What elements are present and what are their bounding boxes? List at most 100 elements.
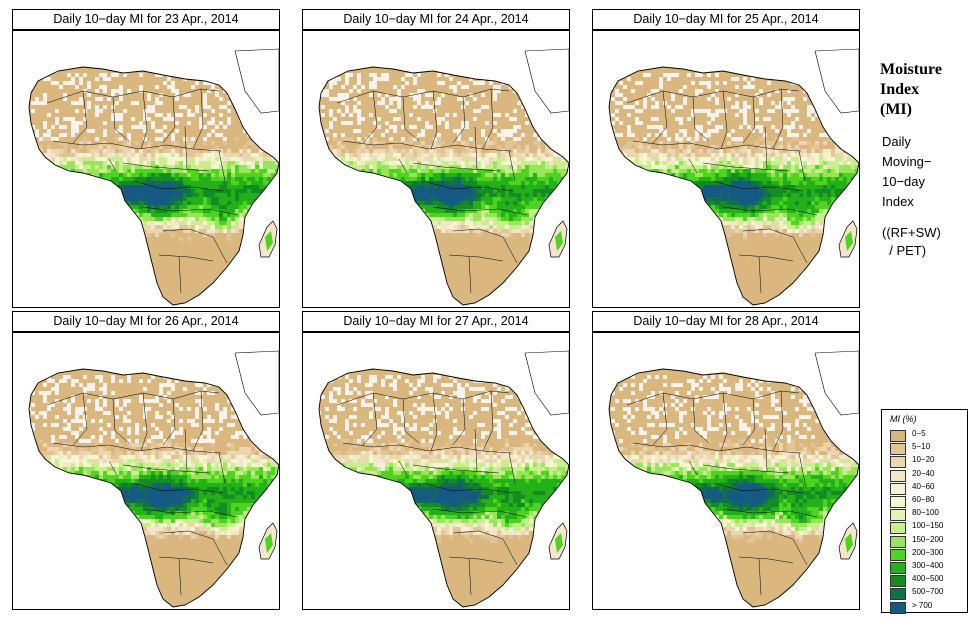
country-border: [764, 126, 768, 170]
country-border: [692, 398, 710, 444]
madagascar-wet: [555, 533, 563, 553]
country-border: [652, 392, 668, 446]
country-border: [448, 556, 504, 564]
country-border: [112, 398, 130, 444]
country-border: [772, 88, 784, 150]
map-panel: Daily 10−day MI for 25 Apr., 2014: [592, 9, 860, 308]
middle-east-outline: [814, 350, 859, 416]
country-border: [742, 398, 756, 446]
coastline: [318, 66, 569, 306]
country-border: [738, 254, 794, 262]
side-desc-line: Moving−: [882, 154, 932, 169]
country-border: [468, 256, 472, 294]
map-panel: Daily 10−day MI for 27 Apr., 2014: [302, 311, 570, 610]
legend-swatch: [890, 522, 906, 535]
madagascar-wet: [265, 231, 273, 251]
map-panel-title: Daily 10−day MI for 27 Apr., 2014: [302, 311, 570, 332]
legend-swatch: [890, 535, 906, 548]
country-border: [792, 236, 808, 264]
legend-swatch: [890, 588, 906, 601]
map-panel: Daily 10−day MI for 28 Apr., 2014: [592, 311, 860, 610]
legend-swatch: [890, 548, 906, 561]
legend-swatch: [890, 575, 906, 588]
legend-swatch: [890, 496, 906, 508]
country-border: [72, 392, 88, 446]
africa-mi-map: [302, 30, 570, 308]
legend-swatch: [890, 562, 906, 574]
legend-label: 100−150: [912, 521, 944, 531]
country-border: [632, 140, 802, 152]
country-border: [702, 464, 790, 474]
country-border: [742, 530, 794, 540]
country-border: [432, 508, 528, 518]
legend-label: 40−60: [912, 481, 935, 491]
country-border: [184, 126, 188, 170]
side-title-line: Index: [880, 81, 920, 98]
legend-swatch: [890, 430, 906, 442]
legend-swatch: [890, 469, 906, 482]
country-border: [342, 442, 512, 454]
country-border: [798, 452, 806, 484]
country-border: [474, 428, 478, 472]
country-border: [712, 482, 804, 494]
country-border: [712, 180, 804, 192]
country-border: [142, 508, 238, 518]
country-border: [758, 256, 762, 294]
country-border: [122, 464, 210, 474]
legend-swatch: [890, 509, 906, 522]
map-panel: Daily 10−day MI for 26 Apr., 2014: [12, 311, 280, 610]
country-border: [452, 228, 504, 238]
side-description: Daily Moving− 10−day Index: [882, 132, 972, 212]
country-border: [798, 150, 806, 182]
madagascar-wet: [845, 231, 853, 251]
country-border: [108, 460, 118, 476]
coastline: [28, 66, 279, 306]
country-border: [482, 88, 494, 150]
country-border: [412, 162, 500, 172]
formula-line: ((RF+SW): [882, 225, 941, 240]
middle-east-outline: [524, 48, 569, 114]
side-formula: ((RF+SW) / PET): [882, 224, 972, 260]
country-border: [764, 428, 768, 472]
country-border: [192, 88, 204, 150]
africa-mi-map: [12, 30, 280, 308]
side-desc-line: Index: [882, 194, 914, 209]
country-border: [692, 96, 710, 142]
country-border: [792, 538, 808, 566]
legend: MI (%) 0−5 5−10 10−20 20−40 40−60 60−80 80−100…: [881, 409, 968, 614]
map-panel: Daily 10−day MI for 24 Apr., 2014: [302, 9, 570, 308]
country-border: [158, 254, 214, 262]
map-panel: Daily 10−day MI for 23 Apr., 2014: [12, 9, 280, 308]
country-border: [422, 180, 514, 192]
country-border: [132, 180, 224, 192]
legend-label: 60−80: [912, 495, 935, 504]
formula-line: / PET): [882, 243, 927, 258]
side-desc-line: 10−day: [882, 174, 926, 189]
legend-label: 0−5: [912, 429, 926, 438]
country-border: [722, 206, 818, 216]
legend-swatch: [890, 601, 906, 614]
coastline: [318, 368, 569, 608]
country-border: [342, 140, 512, 152]
country-border: [720, 90, 728, 150]
legend-label: 400−500: [912, 574, 944, 584]
middle-east-outline: [234, 48, 279, 114]
country-border: [688, 460, 698, 476]
legend-label: 300−400: [912, 561, 944, 570]
country-border: [362, 90, 378, 144]
country-border: [742, 228, 794, 238]
country-border: [140, 90, 148, 150]
coastline: [28, 368, 279, 608]
country-border: [162, 228, 214, 238]
country-border: [508, 452, 516, 484]
legend-label: 80−100: [912, 508, 939, 518]
side-title: Moisture Index (MI): [880, 60, 970, 120]
country-border: [482, 390, 494, 452]
country-border: [402, 398, 420, 444]
country-border: [738, 556, 794, 564]
country-border: [508, 150, 516, 182]
country-border: [52, 140, 222, 152]
country-border: [452, 96, 466, 144]
country-border: [140, 392, 148, 452]
legend-label: 5−10: [912, 442, 931, 452]
